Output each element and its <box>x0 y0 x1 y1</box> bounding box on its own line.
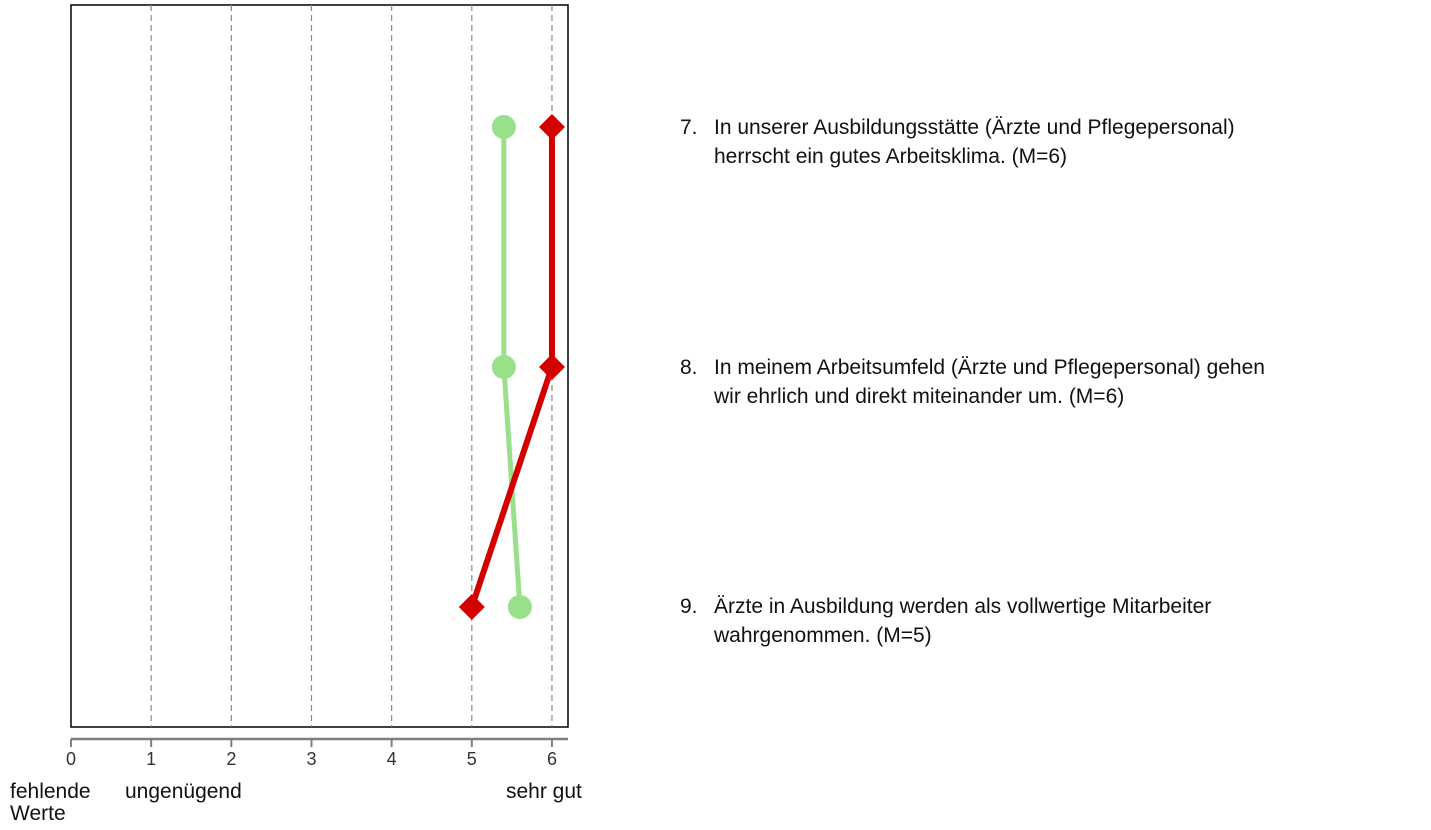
series-layer <box>458 114 565 620</box>
x-tick-label: 5 <box>467 749 477 769</box>
item-text: Ärzte in Ausbildung werden als vollwerti… <box>714 595 1212 647</box>
scale-label-insufficient: ungenügend <box>125 780 242 803</box>
x-tick-label: 1 <box>146 749 156 769</box>
x-tick-label: 4 <box>387 749 397 769</box>
grid-lines <box>150 5 553 727</box>
scale-label-very-good: sehr gut <box>506 780 582 803</box>
x-tick-label: 0 <box>66 749 76 769</box>
data-point-diamond <box>538 354 565 380</box>
item-number: 8. <box>680 356 698 379</box>
plot-frame <box>70 4 569 728</box>
item-text: In unserer Ausbildungsstätte (Ärzte und … <box>714 116 1235 168</box>
item-text: In meinem Arbeitsumfeld (Ärzte und Pfleg… <box>714 356 1265 408</box>
data-point-diamond <box>538 114 565 140</box>
x-tick-label: 2 <box>226 749 236 769</box>
item-number: 9. <box>680 595 698 618</box>
data-point-diamond <box>458 594 485 620</box>
item-number: 7. <box>680 116 698 139</box>
data-point-circle <box>507 595 532 619</box>
data-point-circle <box>491 355 516 379</box>
scale-label-missing: fehlende Werte <box>10 780 91 825</box>
x-axis-ticks: 0 1 2 3 4 5 6 <box>66 739 557 769</box>
data-point-circle <box>491 115 516 139</box>
x-tick-label: 3 <box>306 749 316 769</box>
x-tick-label: 6 <box>547 749 557 769</box>
